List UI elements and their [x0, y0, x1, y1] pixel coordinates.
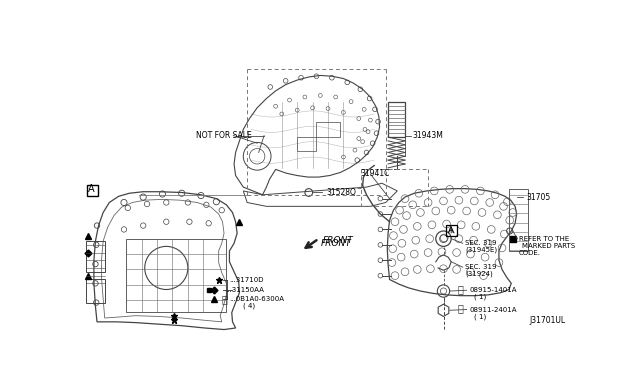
Text: 08911-2401A: 08911-2401A — [470, 307, 517, 312]
Text: ( 1): ( 1) — [474, 313, 486, 320]
Text: ( 1): ( 1) — [474, 294, 486, 301]
Text: MARKED PARTS: MARKED PARTS — [522, 243, 575, 248]
Text: FRONT: FRONT — [320, 239, 351, 248]
Text: NOT FOR SALE: NOT FOR SALE — [196, 131, 252, 140]
Bar — [87, 185, 98, 196]
Text: (31924): (31924) — [465, 271, 493, 278]
Text: A: A — [88, 185, 94, 195]
Bar — [86, 279, 105, 302]
Text: ...31150AA: ...31150AA — [225, 286, 264, 292]
Text: 31941C: 31941C — [360, 170, 390, 179]
Text: 08915-1401A: 08915-1401A — [470, 287, 517, 293]
Text: (31945E): (31945E) — [465, 247, 497, 253]
Text: J31701UL: J31701UL — [530, 316, 566, 325]
Bar — [446, 225, 456, 235]
Bar — [86, 241, 105, 272]
Text: ...31710D: ...31710D — [230, 277, 264, 283]
Bar — [388, 102, 405, 137]
Text: 31528Q: 31528Q — [326, 188, 356, 197]
Text: 31705: 31705 — [527, 193, 551, 202]
Bar — [509, 189, 528, 251]
Text: SEC. 319: SEC. 319 — [465, 240, 497, 246]
Bar — [126, 239, 227, 312]
Text: SEC. 319: SEC. 319 — [465, 264, 497, 270]
Text: REFER TO THE: REFER TO THE — [519, 236, 569, 242]
Text: CODE.: CODE. — [519, 250, 541, 256]
Text: Ⓝ: Ⓝ — [458, 303, 463, 313]
Text: ( 4): ( 4) — [243, 302, 255, 309]
Text: 31943M: 31943M — [413, 131, 444, 140]
Text: Ⓟ: Ⓟ — [458, 284, 463, 294]
Text: A: A — [449, 227, 454, 235]
Bar — [316, 122, 340, 137]
Text: FRONT: FRONT — [323, 237, 353, 246]
Text: Ⓑ: Ⓑ — [221, 294, 227, 304]
Text: ...0B1A0-6300A: ...0B1A0-6300A — [230, 296, 284, 302]
Bar — [297, 137, 316, 151]
